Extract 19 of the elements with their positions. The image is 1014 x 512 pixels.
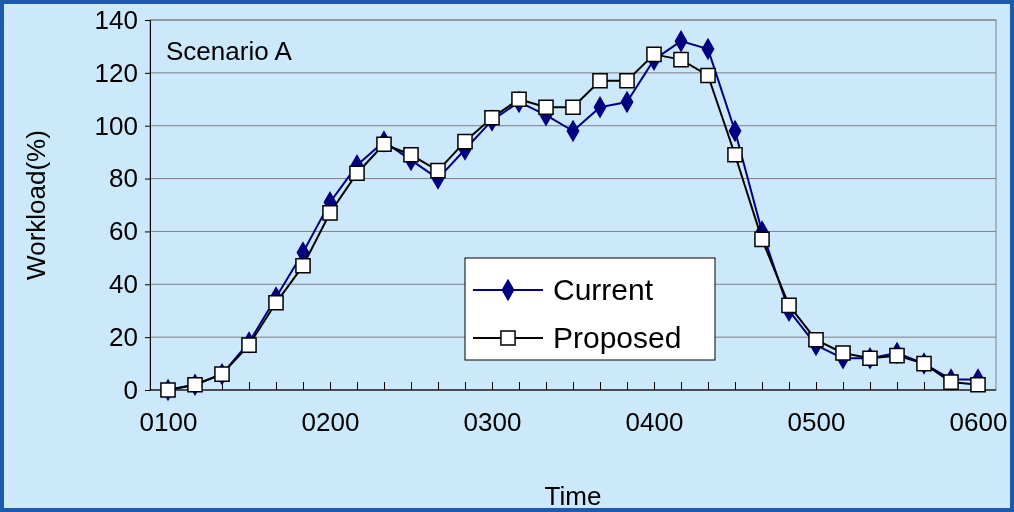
y-tick-label: 100 bbox=[94, 110, 138, 141]
y-tick-label: 80 bbox=[109, 163, 138, 194]
y-tick-label: 0 bbox=[123, 374, 138, 405]
legend-label: Current bbox=[553, 273, 654, 306]
x-tick-label: 0600 bbox=[949, 407, 1008, 437]
x-tick-label: 0100 bbox=[139, 407, 198, 437]
x-tick-label: 0300 bbox=[463, 407, 522, 437]
x-tick-label: 0400 bbox=[625, 407, 684, 437]
y-tick-label: 140 bbox=[94, 4, 138, 35]
y-tick-label: 20 bbox=[109, 321, 138, 352]
y-tick-label: 120 bbox=[94, 57, 138, 88]
y-tick-label: 40 bbox=[109, 269, 138, 300]
x-axis-title: Time bbox=[544, 481, 602, 511]
x-tick-label: 0200 bbox=[301, 407, 360, 437]
legend-label: Proposed bbox=[553, 321, 682, 354]
y-axis-title: Workload(%) bbox=[21, 130, 51, 280]
x-tick-label: 0500 bbox=[787, 407, 846, 437]
y-tick-label: 60 bbox=[109, 216, 138, 247]
annotation: Scenario A bbox=[166, 36, 293, 66]
